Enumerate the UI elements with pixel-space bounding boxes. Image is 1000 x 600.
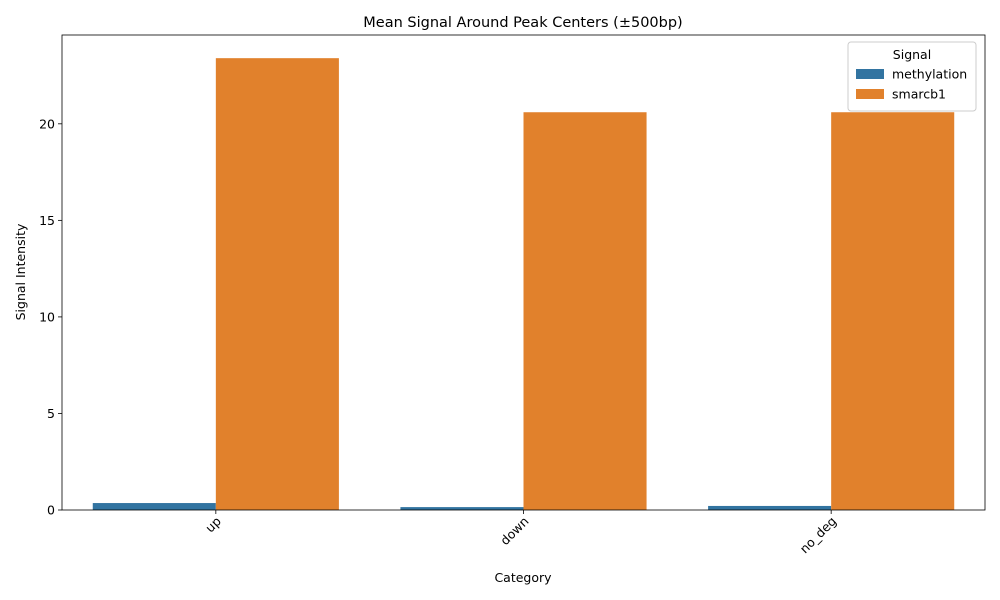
bar-smarcb1-up (215, 58, 339, 511)
x-tick-label-down: down (497, 514, 531, 548)
plot-area: up down no_deg 0 5 10 15 20 (39, 34, 986, 557)
bar-smarcb1-down (523, 112, 647, 510)
legend: Signal methylation smarcb1 (847, 41, 977, 112)
bar-methylation-down (400, 507, 524, 510)
bar-methylation-up (92, 503, 216, 510)
y-tick-label-20: 20 (39, 116, 55, 131)
legend-entry-methylation: methylation (892, 67, 967, 82)
y-axis-label: Signal Intensity (13, 223, 28, 320)
y-tick-label-5: 5 (47, 406, 55, 421)
legend-swatch-smarcb1 (856, 89, 884, 99)
axes-frame (61, 34, 986, 511)
x-axis-label: Category (494, 570, 552, 585)
x-tick-label-no_deg: no_deg (797, 514, 840, 557)
legend-swatch-methylation (856, 69, 884, 79)
x-tick-label-up: up (202, 513, 224, 535)
y-tick-label-10: 10 (39, 309, 55, 324)
legend-title: Signal (893, 47, 931, 62)
chart-title: Mean Signal Around Peak Centers (±500bp) (363, 15, 682, 31)
legend-entry-smarcb1: smarcb1 (892, 87, 946, 102)
y-tick-label-15: 15 (39, 213, 55, 228)
y-tick-label-0: 0 (47, 503, 55, 518)
bar-methylation-no_deg (708, 505, 832, 510)
bar-smarcb1-no_deg (831, 112, 955, 510)
